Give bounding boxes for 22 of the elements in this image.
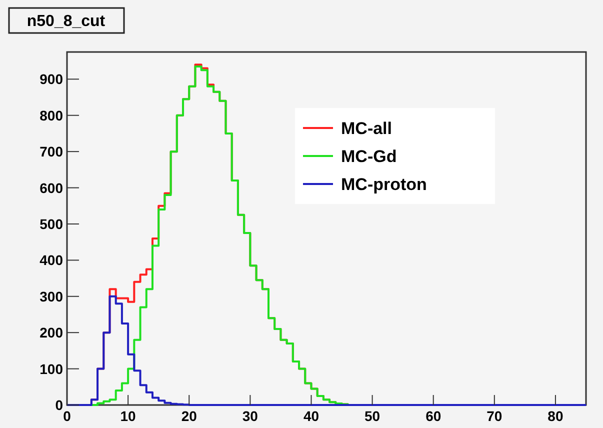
y-tick-label: 0 — [55, 397, 64, 413]
y-tick-label: 700 — [40, 144, 64, 160]
x-tick-label: 10 — [120, 408, 136, 424]
x-tick-label: 40 — [303, 408, 320, 424]
y-tick-label: 900 — [40, 71, 64, 88]
y-tick-label: 400 — [40, 252, 64, 268]
x-tick-label: 80 — [548, 408, 564, 424]
legend-label: MC-all — [341, 119, 392, 138]
x-tick-label: 50 — [364, 408, 380, 424]
chart-title: n50_8_cut — [26, 13, 106, 30]
x-tick-label: 30 — [242, 408, 258, 424]
y-tick-label: 500 — [40, 216, 64, 232]
y-tick-label: 100 — [40, 360, 64, 377]
x-tick-label: 20 — [181, 408, 198, 424]
y-tick-label: 300 — [40, 288, 64, 304]
x-tick-label: 70 — [486, 408, 502, 424]
y-tick-label: 800 — [40, 107, 64, 124]
y-tick-label: 600 — [40, 180, 64, 196]
y-tick-label: 200 — [40, 324, 64, 341]
x-tick-label: 60 — [426, 408, 442, 424]
legend-label: MC-Gd — [341, 147, 397, 166]
legend-label: MC-proton — [341, 175, 427, 194]
